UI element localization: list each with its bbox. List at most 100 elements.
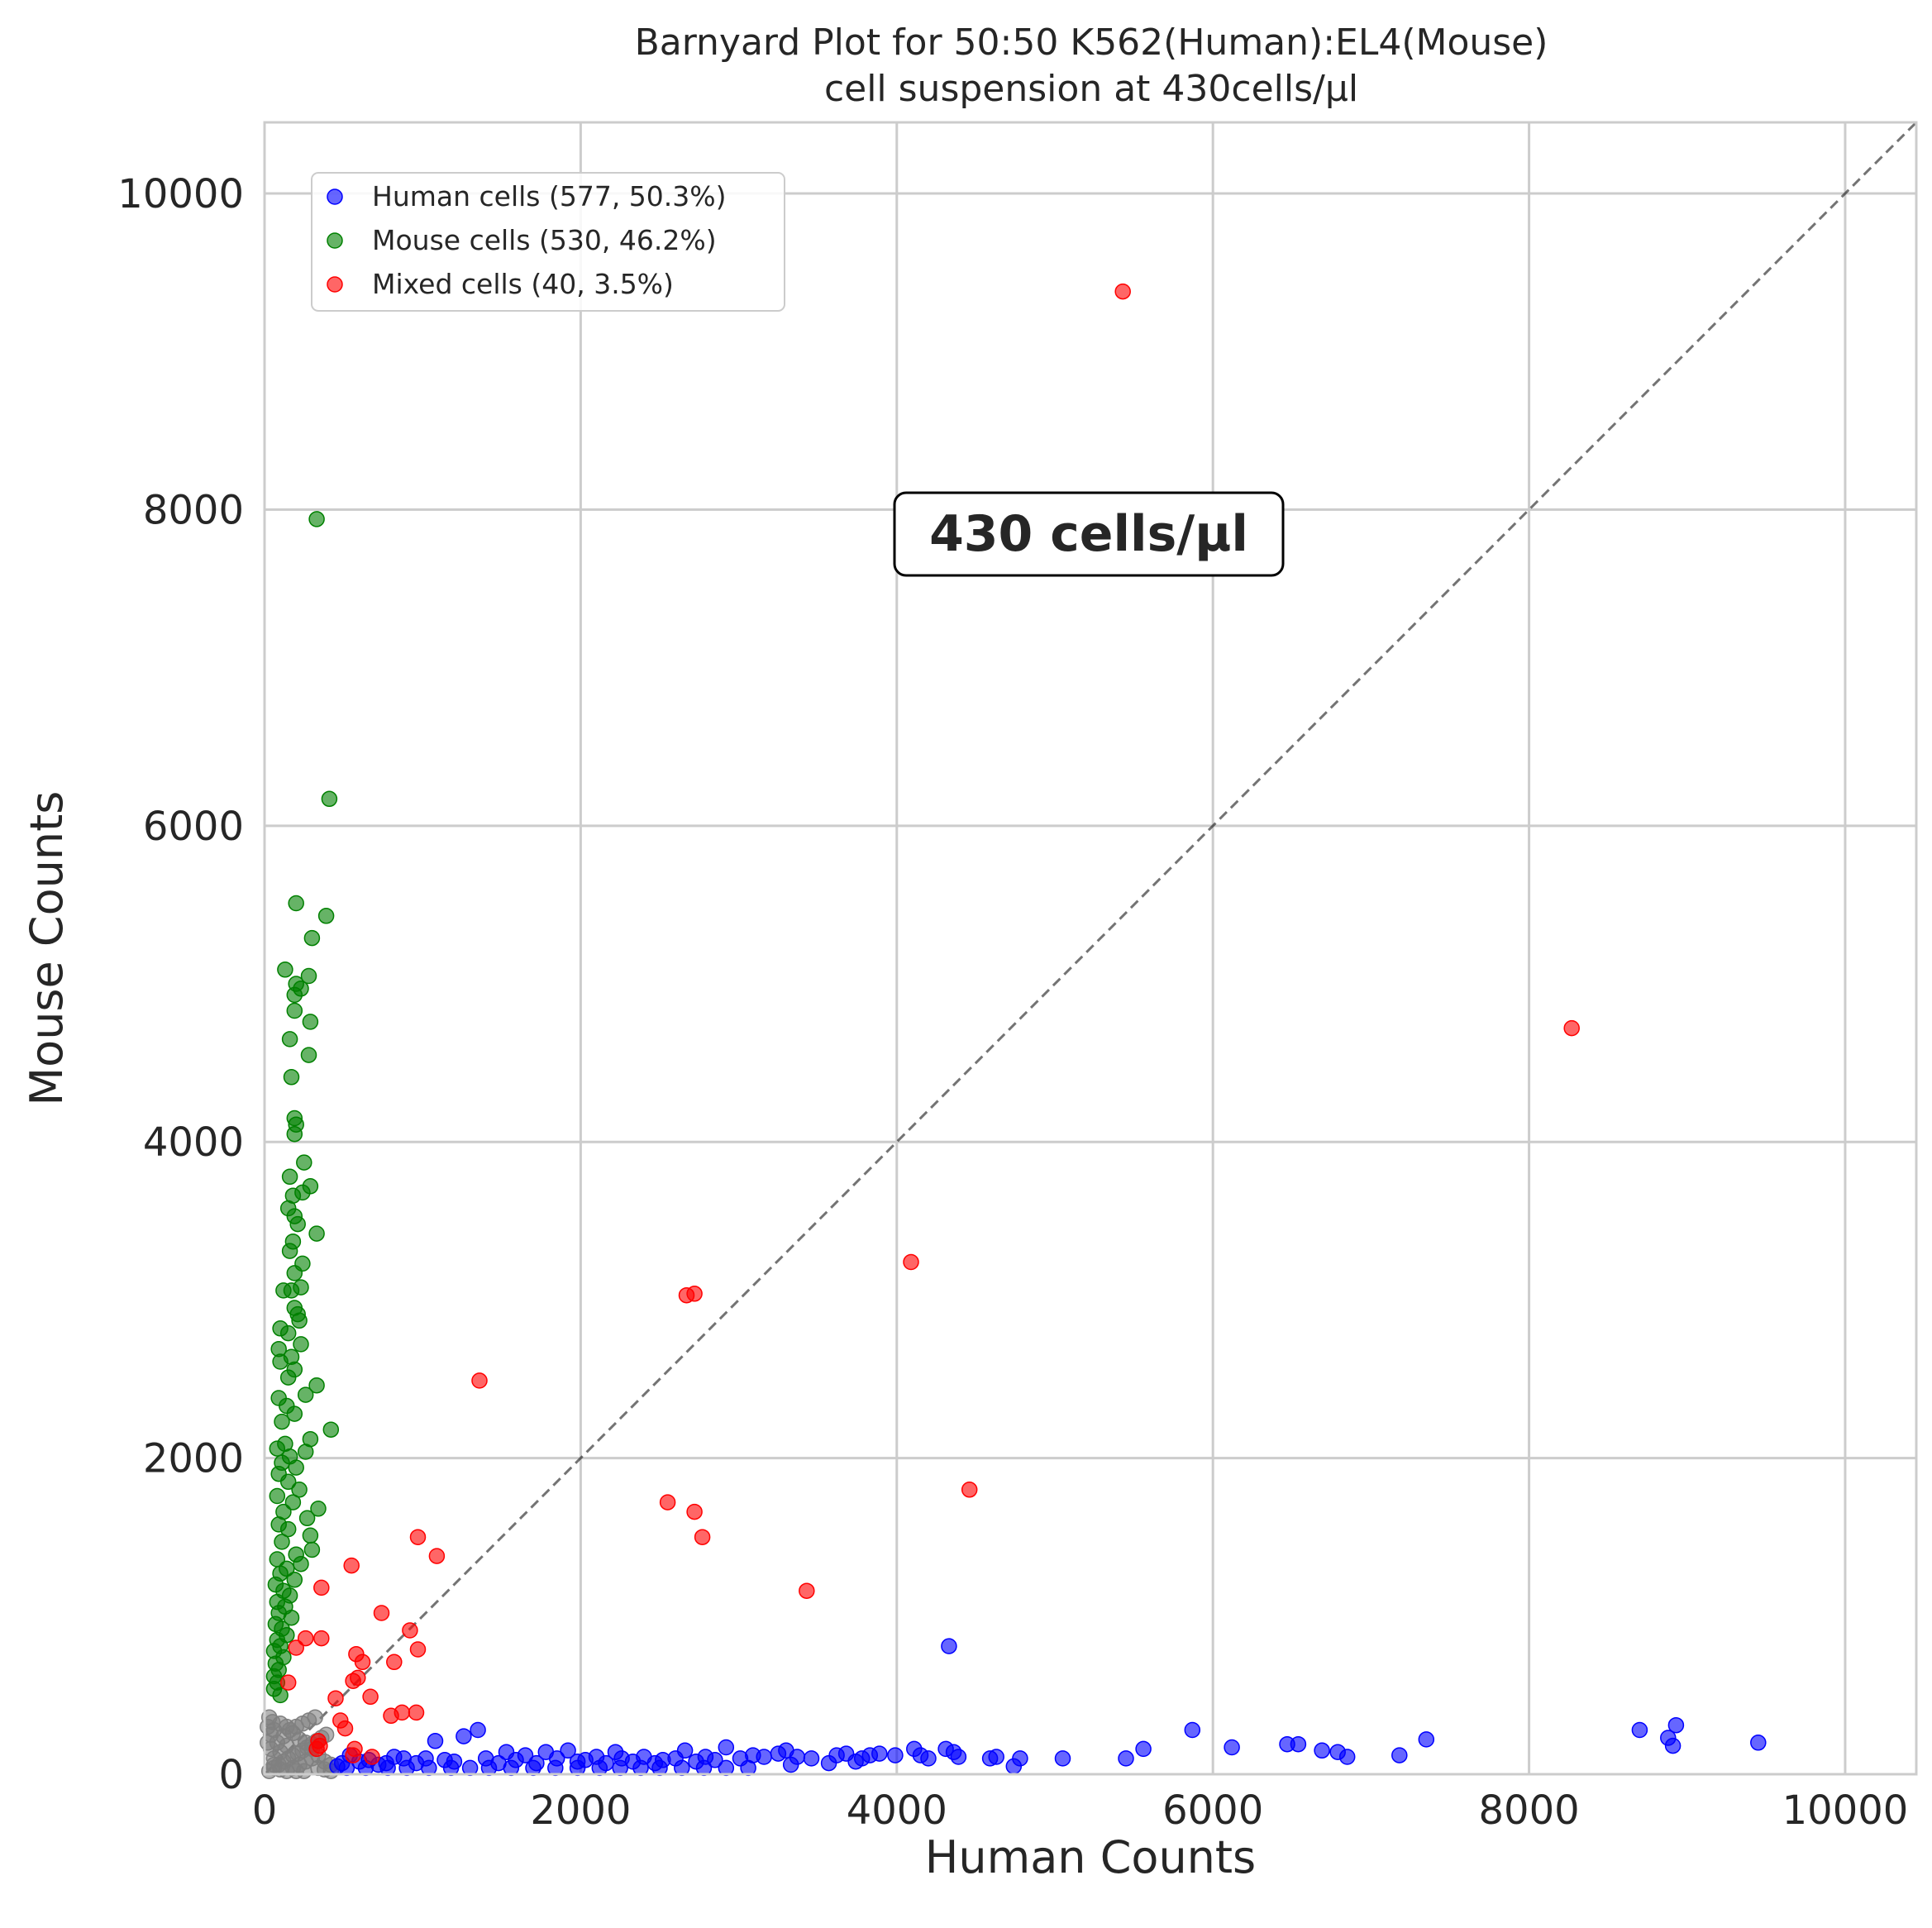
point-series-1-12 xyxy=(281,1031,298,1048)
point-series-0-2 xyxy=(1631,1721,1648,1739)
point-series-1-58 xyxy=(288,1459,304,1476)
point-series-2-16 xyxy=(402,1622,418,1639)
annotation: 430 cells/µl xyxy=(893,491,1285,577)
point-series-2-15 xyxy=(373,1605,390,1621)
point-series-3-45 xyxy=(260,1735,276,1751)
point-series-1-51 xyxy=(322,1421,340,1438)
point-series-1-25 xyxy=(289,1215,306,1233)
point-series-0-69 xyxy=(470,1721,486,1739)
point-series-1-0 xyxy=(308,511,325,527)
x-tick-label-4: 8000 xyxy=(1478,1787,1579,1834)
point-series-1-14 xyxy=(283,1069,300,1086)
y-tick-label-1: 2000 xyxy=(143,1436,244,1482)
point-series-2-5 xyxy=(471,1372,488,1389)
point-series-2-4 xyxy=(678,1286,695,1304)
x-tick-label-3: 6000 xyxy=(1162,1787,1263,1834)
diagonal-line-group xyxy=(263,121,1918,1776)
point-series-0-66 xyxy=(498,1744,515,1760)
point-series-2-13 xyxy=(799,1582,815,1599)
point-series-0-62 xyxy=(537,1744,555,1760)
legend-label-human: Human cells (577, 50.3%) xyxy=(372,180,727,212)
point-series-0-4 xyxy=(1664,1737,1682,1754)
point-series-2-25 xyxy=(345,1673,361,1689)
annotation-box xyxy=(893,491,1285,577)
point-series-1-17 xyxy=(286,1125,303,1143)
y-tick-label-4: 8000 xyxy=(143,487,244,533)
point-series-1-45 xyxy=(308,1377,325,1394)
point-series-1-6 xyxy=(300,967,317,985)
point-series-1-84 xyxy=(283,1609,300,1626)
point-series-0-27 xyxy=(906,1740,923,1758)
point-series-3-33 xyxy=(279,1737,295,1754)
point-series-2-2 xyxy=(903,1253,919,1271)
grid xyxy=(265,122,1916,1774)
point-series-1-9 xyxy=(286,986,303,1004)
point-series-2-29 xyxy=(408,1704,425,1721)
series-2 xyxy=(279,283,1580,1765)
point-series-2-14 xyxy=(313,1579,330,1596)
point-series-1-71 xyxy=(303,1541,321,1558)
point-series-1-44 xyxy=(279,1369,297,1386)
chart-subtitle: cell suspension at 430cells/µl xyxy=(824,68,1358,110)
point-series-0-12 xyxy=(1279,1735,1295,1753)
legend-label-mixed: Mixed cells (40, 3.5%) xyxy=(372,268,674,300)
plot-frame xyxy=(263,121,1918,1776)
point-series-1-38 xyxy=(279,1324,297,1342)
point-series-2-8 xyxy=(686,1503,703,1520)
point-series-0-16 xyxy=(1118,1750,1134,1767)
chart-title: Barnyard Plot for 50:50 K562(Human):EL4(… xyxy=(635,21,1548,64)
y-tick-label-0: 0 xyxy=(218,1752,244,1798)
diagonal-line xyxy=(263,121,1918,1776)
point-series-1-63 xyxy=(284,1494,302,1510)
point-series-2-9 xyxy=(694,1529,711,1545)
point-series-0-44 xyxy=(718,1739,735,1756)
point-series-1-13 xyxy=(300,1047,317,1063)
point-series-1-42 xyxy=(272,1353,289,1370)
point-series-1-26 xyxy=(308,1225,325,1242)
point-series-3-50 xyxy=(296,1763,312,1779)
point-series-0-1 xyxy=(1667,1716,1685,1734)
point-series-1-19 xyxy=(281,1168,298,1186)
series-1 xyxy=(265,511,340,1704)
point-series-2-22 xyxy=(354,1654,371,1671)
point-series-1-62 xyxy=(269,1487,286,1505)
point-series-3-20 xyxy=(307,1709,323,1725)
point-series-1-54 xyxy=(269,1440,286,1457)
legend-marker-mixed xyxy=(327,276,343,293)
point-series-1-68 xyxy=(279,1520,297,1538)
point-series-0-19 xyxy=(1005,1758,1023,1775)
x-axis-label: Human Counts xyxy=(925,1831,1256,1883)
point-series-2-12 xyxy=(343,1557,360,1574)
point-series-1-18 xyxy=(296,1154,312,1171)
point-series-2-28 xyxy=(327,1690,344,1706)
point-series-2-20 xyxy=(409,1641,427,1658)
point-series-1-39 xyxy=(293,1336,309,1353)
x-axis-ticks: 0 2000 4000 6000 8000 10000 xyxy=(252,1787,1909,1834)
point-series-2-27 xyxy=(362,1688,379,1706)
point-series-0-35 xyxy=(820,1754,837,1772)
point-series-2-6 xyxy=(961,1482,978,1498)
point-series-0-40 xyxy=(770,1745,787,1762)
point-series-0-73 xyxy=(427,1733,444,1749)
point-series-0-10 xyxy=(1314,1742,1330,1759)
point-series-1-70 xyxy=(274,1534,290,1550)
point-series-1-55 xyxy=(297,1444,314,1460)
y-tick-label-3: 6000 xyxy=(143,804,244,850)
y-axis-label: Mouse Counts xyxy=(21,791,73,1106)
x-tick-label-5: 10000 xyxy=(1782,1787,1909,1834)
point-series-2-39 xyxy=(364,1749,380,1765)
legend-label-mouse: Mouse cells (530, 46.2%) xyxy=(372,224,717,256)
point-series-0-17 xyxy=(1054,1750,1071,1767)
point-series-1-50 xyxy=(274,1413,290,1430)
legend-marker-human xyxy=(327,189,343,205)
point-series-1-49 xyxy=(286,1405,303,1422)
point-series-1-4 xyxy=(303,929,321,947)
point-series-1-97 xyxy=(272,1687,289,1704)
point-series-2-31 xyxy=(383,1707,399,1725)
point-series-2-23 xyxy=(386,1654,403,1671)
legend: Human cells (577, 50.3%) Mouse cells (53… xyxy=(311,172,785,312)
point-series-0-21 xyxy=(981,1750,999,1767)
point-series-1-69 xyxy=(302,1527,319,1544)
point-series-1-28 xyxy=(281,1243,298,1259)
